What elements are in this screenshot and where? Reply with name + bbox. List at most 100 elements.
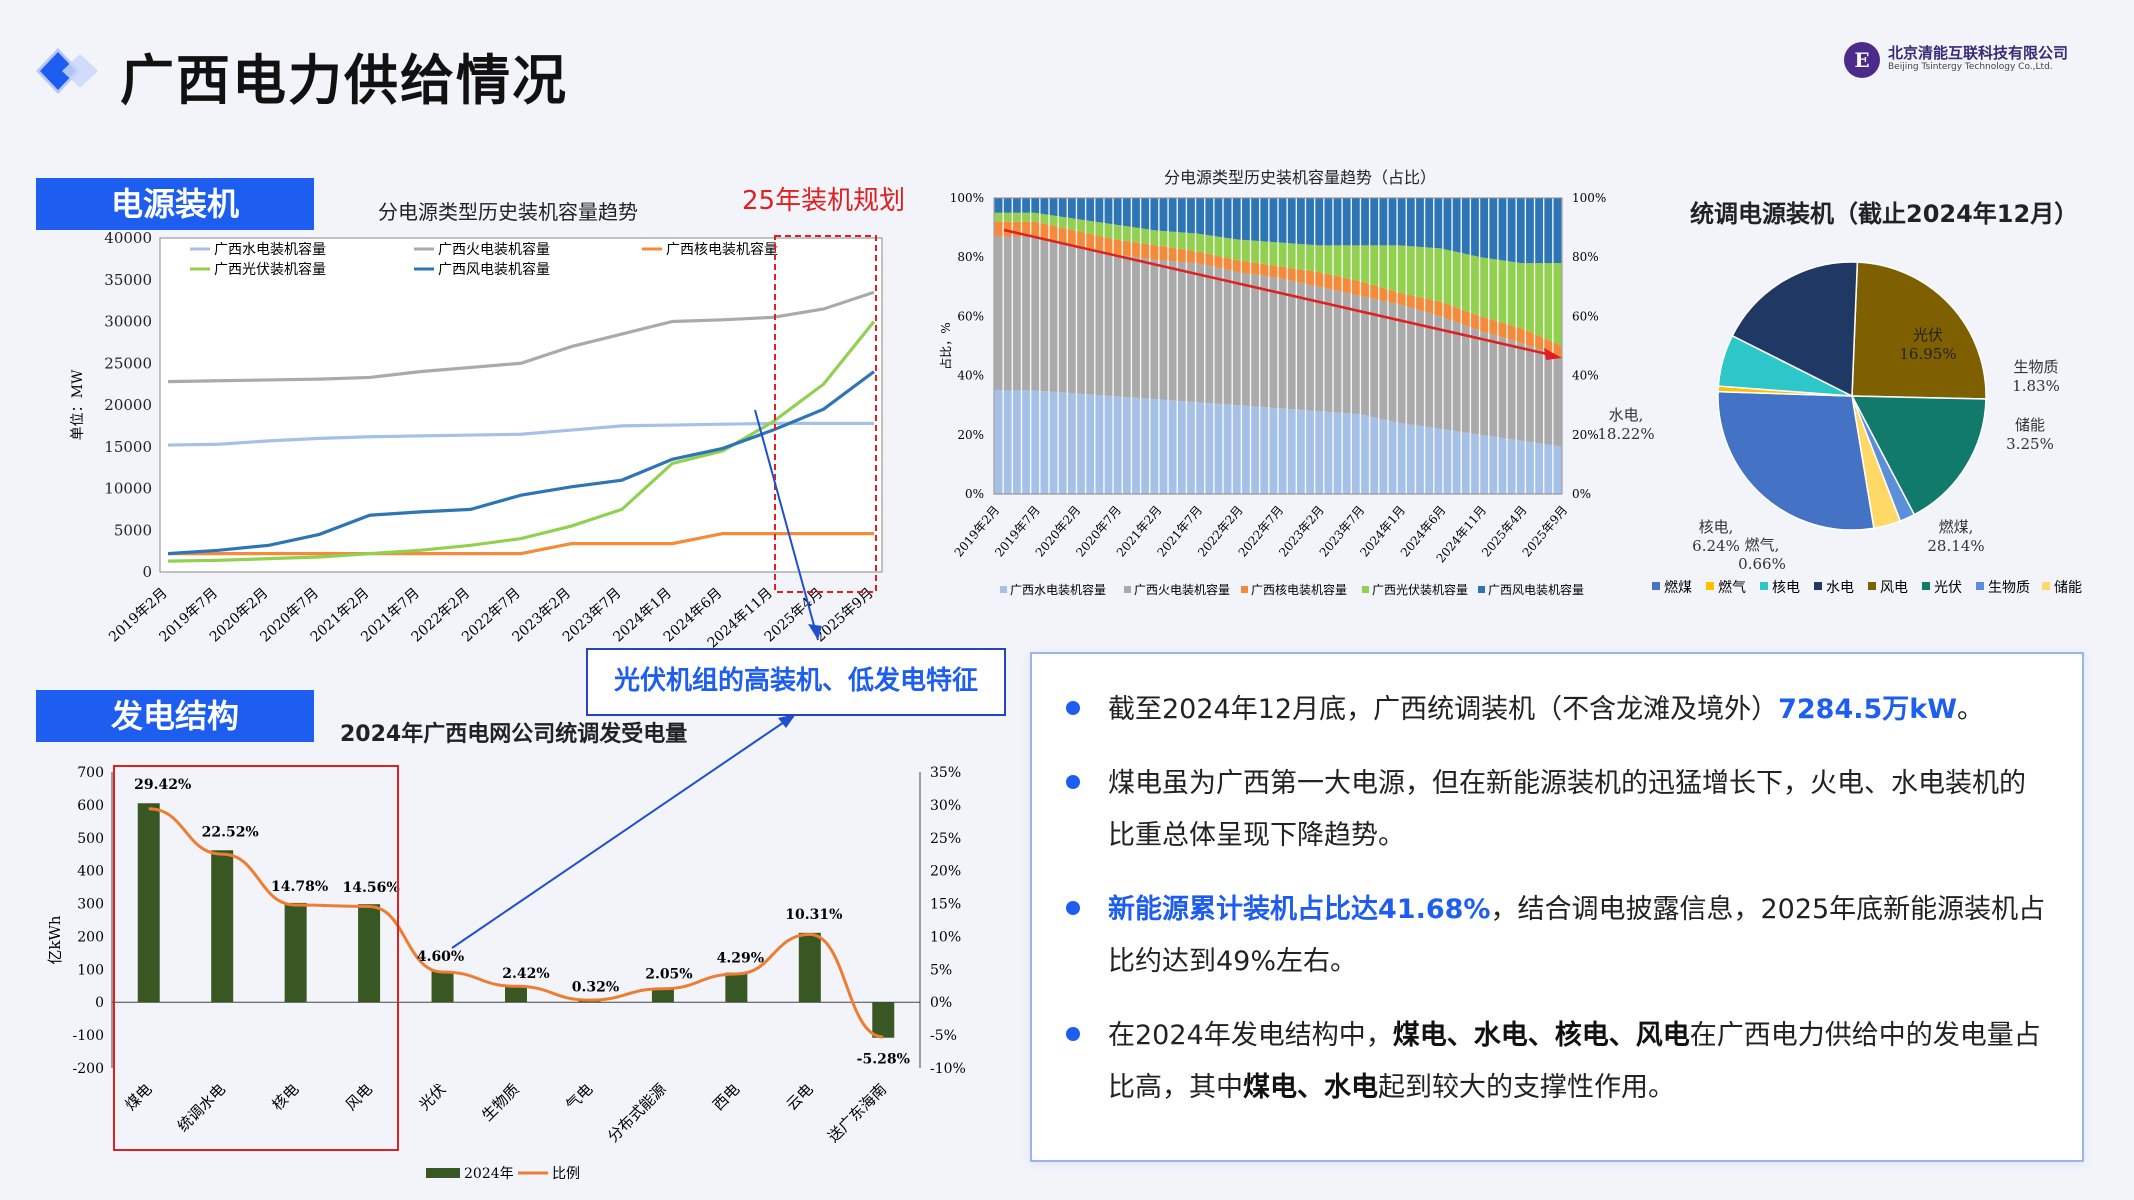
y2-tick-label: 0%	[930, 995, 952, 1011]
y2-tick-label: 30%	[930, 798, 961, 814]
chart4-title: 2024年广西电网公司统调发受电量	[340, 722, 688, 747]
legend-swatch	[1976, 582, 1984, 590]
y2-tick-label: 25%	[930, 831, 961, 847]
y-tick-label: 40%	[957, 369, 984, 383]
x-tick-label: 生物质	[478, 1080, 523, 1125]
callout-box: 光伏机组的高装机、低发电特征	[586, 648, 1006, 716]
x-tick-label: 云电	[783, 1080, 817, 1114]
pie-label: 燃煤,	[1939, 518, 1974, 536]
legend-swatch	[1362, 586, 1369, 593]
page-title: 广西电力供给情况	[120, 49, 568, 112]
y-tick-label: 35000	[104, 271, 152, 289]
y-tick-label: 80%	[957, 250, 984, 264]
pie-slice-燃煤	[1717, 390, 1875, 531]
y-tick-label: 0	[142, 563, 152, 581]
pie-label: 0.66%	[1738, 555, 1786, 573]
y-tick-label: 10000	[104, 480, 152, 498]
legend-swatch	[1814, 582, 1822, 590]
y2-tick-label: 10%	[930, 929, 961, 945]
x-tick-label: 统调水电	[174, 1080, 229, 1135]
legend-swatch	[1922, 582, 1930, 590]
pie-slice-光伏	[1850, 395, 1987, 516]
legend-swatch	[426, 1168, 460, 1178]
bar-4	[431, 970, 454, 1003]
y-tick-label: 20%	[957, 428, 984, 442]
pie-label: 核电,	[1699, 518, 1734, 536]
data-label: 4.29%	[717, 951, 764, 967]
y2-tick-label: -10%	[930, 1061, 966, 1077]
legend-label: 储能	[2054, 580, 2082, 596]
bar-7	[651, 988, 674, 1003]
series-line-2	[168, 531, 874, 556]
y-tick-label: 30000	[104, 313, 152, 331]
arrow-to-callout	[754, 409, 819, 641]
arrow-to-callout	[451, 717, 791, 949]
bullet-3-highlight: 新能源累计装机占比达41.68%	[1108, 894, 1491, 925]
data-label: 0.32%	[572, 980, 619, 996]
company-logo-icon: E	[1844, 42, 1880, 78]
x-tick-label: 煤电	[122, 1080, 156, 1114]
chart1-title: 分电源类型历史装机容量趋势	[378, 200, 638, 224]
y-tick-label: 400	[77, 864, 104, 880]
y-tick-label: 25000	[104, 354, 152, 372]
summary-box: 截至2024年12月底，广西统调装机（不含龙滩及境外）7284.5万kW。 煤电…	[1030, 652, 2084, 1162]
legend-label: 广西光伏装机容量	[1372, 582, 1468, 597]
chart2-title: 分电源类型历史装机容量趋势（占比）	[1164, 168, 1437, 187]
y2-tick-label: 40%	[1572, 369, 1599, 383]
trend-arrow	[1003, 228, 1557, 358]
legend-label: 广西核电装机容量	[666, 241, 778, 258]
data-label: 2.42%	[502, 966, 549, 982]
plot-area	[159, 237, 883, 573]
title-diamond-icon	[36, 48, 98, 94]
data-label: 22.52%	[202, 824, 259, 840]
bullet-1-highlight: 7284.5万kW	[1778, 694, 1958, 725]
data-label: -5.28%	[857, 1052, 910, 1068]
trend-arrow-head	[1544, 348, 1562, 360]
bullet-4-end: 起到较大的支撑性作用。	[1378, 1072, 1675, 1103]
y-tick-label: -200	[73, 1061, 104, 1077]
pie-label: 水电,	[1609, 406, 1644, 424]
bar-1	[211, 850, 234, 1003]
section-label-capacity: 电源装机	[36, 178, 314, 230]
ratio-line	[148, 807, 884, 1039]
logo-cn: 北京清能互联科技有限公司	[1888, 44, 2069, 62]
bullet-dot	[1066, 901, 1080, 915]
bullet-dot	[1066, 1027, 1080, 1041]
bullet-1-text: 截至2024年12月底，广西统调装机（不含龙滩及境外）	[1108, 694, 1779, 725]
y-tick-label: 60%	[957, 309, 984, 323]
legend-swatch	[1868, 582, 1876, 590]
legend-label: 水电	[1826, 580, 1854, 596]
legend-label: 2024年	[464, 1166, 514, 1182]
bullet-3-text: ，结合调电披露信息，2025年底新能源装机占比约达到49%左右。	[1108, 894, 2046, 977]
pie-slice-水电	[1731, 261, 1859, 398]
bar-10	[872, 1002, 895, 1038]
chart3-title: 统调电源装机（截止2024年12月）	[1690, 200, 2079, 228]
y-tick-label: -100	[73, 1028, 104, 1044]
y-tick-label: 300	[77, 897, 104, 913]
x-tick-label: 分布式能源	[604, 1080, 670, 1146]
y2-tick-label: 80%	[1572, 250, 1599, 264]
bullet-4-bold-1: 煤电、水电、核电、风电	[1392, 1020, 1690, 1051]
bar-3	[358, 904, 381, 1003]
y-tick-label: 200	[77, 929, 104, 945]
bullet-4-mid: 在广西电力供给中的发电量占比高，其中	[1108, 1020, 2041, 1103]
legend-label: 燃气	[1718, 579, 1746, 596]
y-tick-label: 0	[95, 995, 104, 1011]
bar-5	[505, 985, 527, 1003]
legend-label: 广西水电装机容量	[1010, 582, 1106, 597]
bullet-1: 截至2024年12月底，广西统调装机（不含龙滩及境外）7284.5万kW。	[1052, 684, 2052, 736]
legend-label: 比例	[552, 1166, 580, 1182]
y-tick-label: 500	[77, 831, 104, 847]
bullet-4-text: 在2024年发电结构中，	[1108, 1020, 1393, 1051]
pie-slice-风电	[1851, 261, 1987, 400]
y2-tick-label: -5%	[930, 1028, 957, 1044]
bullet-3: 新能源累计装机占比达41.68%，结合调电披露信息，2025年底新能源装机占比约…	[1052, 884, 2052, 988]
pie-label: 18.22%	[1597, 425, 1654, 443]
y-tick-label: 5000	[114, 521, 152, 539]
data-label: 4.60%	[417, 949, 464, 965]
data-label: 14.56%	[343, 880, 400, 896]
legend-label: 广西风电装机容量	[438, 261, 550, 278]
legend-label: 广西光伏装机容量	[214, 261, 326, 278]
